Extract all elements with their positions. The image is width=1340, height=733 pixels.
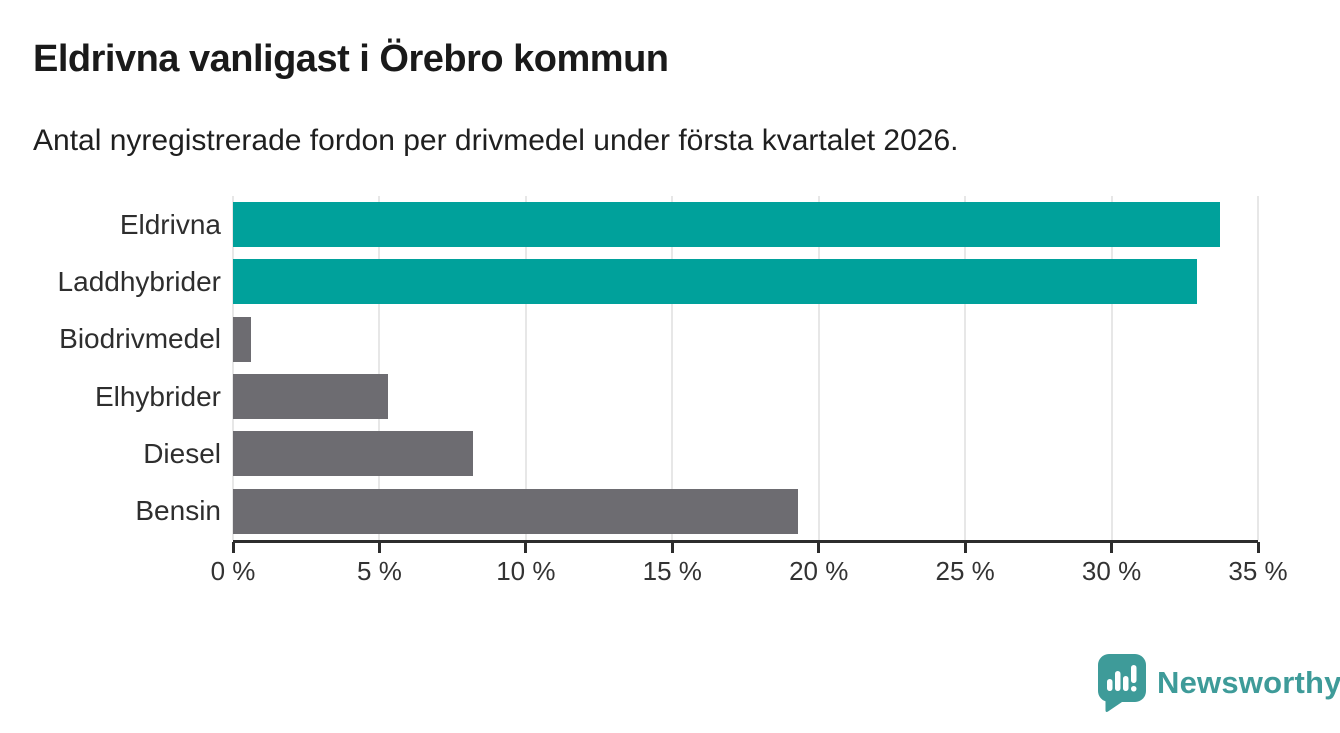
gridline — [524, 196, 527, 540]
axis-tick — [670, 542, 674, 553]
bar-track — [233, 488, 1258, 534]
bar-track — [233, 374, 1258, 420]
bar — [233, 259, 1197, 305]
newsworthy-logo-icon — [1098, 654, 1146, 712]
axis-tick-label: 5 % — [357, 556, 402, 586]
axis-tick-label: 35 % — [1228, 556, 1288, 586]
gridline — [1257, 196, 1259, 540]
axis-tick-label: 20 % — [789, 556, 849, 586]
bar-track — [233, 431, 1258, 477]
chart-subtitle: Antal nyregistrerade fordon per drivmede… — [33, 124, 959, 157]
bar-track — [233, 202, 1258, 248]
axis-tick — [231, 542, 235, 553]
category-label: Biodrivmedel — [59, 323, 221, 355]
axis-tick — [1110, 542, 1114, 553]
axis-tick — [817, 542, 821, 553]
newsworthy-logo: Newsworthy — [1098, 654, 1340, 712]
axis-tick — [963, 542, 967, 553]
bar-track — [233, 316, 1258, 362]
bar — [233, 488, 799, 534]
category-label: Elhybrider — [94, 380, 221, 412]
axis-tick-label: 15 % — [642, 556, 702, 586]
bar-track — [233, 259, 1258, 305]
newsworthy-logo-text: Newsworthy — [1157, 665, 1340, 700]
bar — [233, 374, 389, 420]
bar-rows: Eldrivna Laddhybrider Biodrivmedel Elhybrid… — [0, 196, 1258, 540]
gridline — [964, 196, 967, 540]
chart-title: Eldrivna vanligast i Örebro kommun — [33, 38, 669, 80]
gridline — [232, 196, 234, 540]
bar — [233, 202, 1220, 248]
bar-row: Diesel — [0, 425, 1258, 482]
gridline — [817, 196, 820, 540]
axis-tick-label: 10 % — [496, 556, 556, 586]
bar-row: Elhybrider — [0, 368, 1258, 425]
axis-tick-label: 0 % — [210, 556, 256, 586]
axis-tick — [1256, 542, 1260, 553]
bar-row: Laddhybrider — [0, 253, 1258, 310]
axis-tick-label: 25 % — [935, 556, 995, 586]
bar-row: Eldrivna — [0, 196, 1258, 253]
axis-tick-label: 30 % — [1081, 556, 1142, 586]
bar-row: Biodrivmedel — [0, 311, 1258, 368]
axis-tick — [377, 542, 381, 553]
x-axis-line — [233, 540, 1258, 543]
plot-area — [232, 196, 1259, 540]
category-label: Eldrivna — [119, 208, 221, 240]
category-label: Bensin — [135, 495, 221, 527]
bar — [233, 316, 251, 362]
x-axis: 0 % 5 % 10 % 15 % 20 % 25 % 30 % 35 % — [211, 540, 1288, 600]
bar-row: Bensin — [0, 483, 1258, 540]
category-label: Diesel — [143, 437, 221, 469]
gridline — [1110, 196, 1113, 540]
gridline — [378, 196, 381, 540]
bar — [233, 431, 474, 477]
category-label: Laddhybrider — [57, 265, 221, 297]
gridline — [671, 196, 674, 540]
axis-tick — [524, 542, 528, 553]
